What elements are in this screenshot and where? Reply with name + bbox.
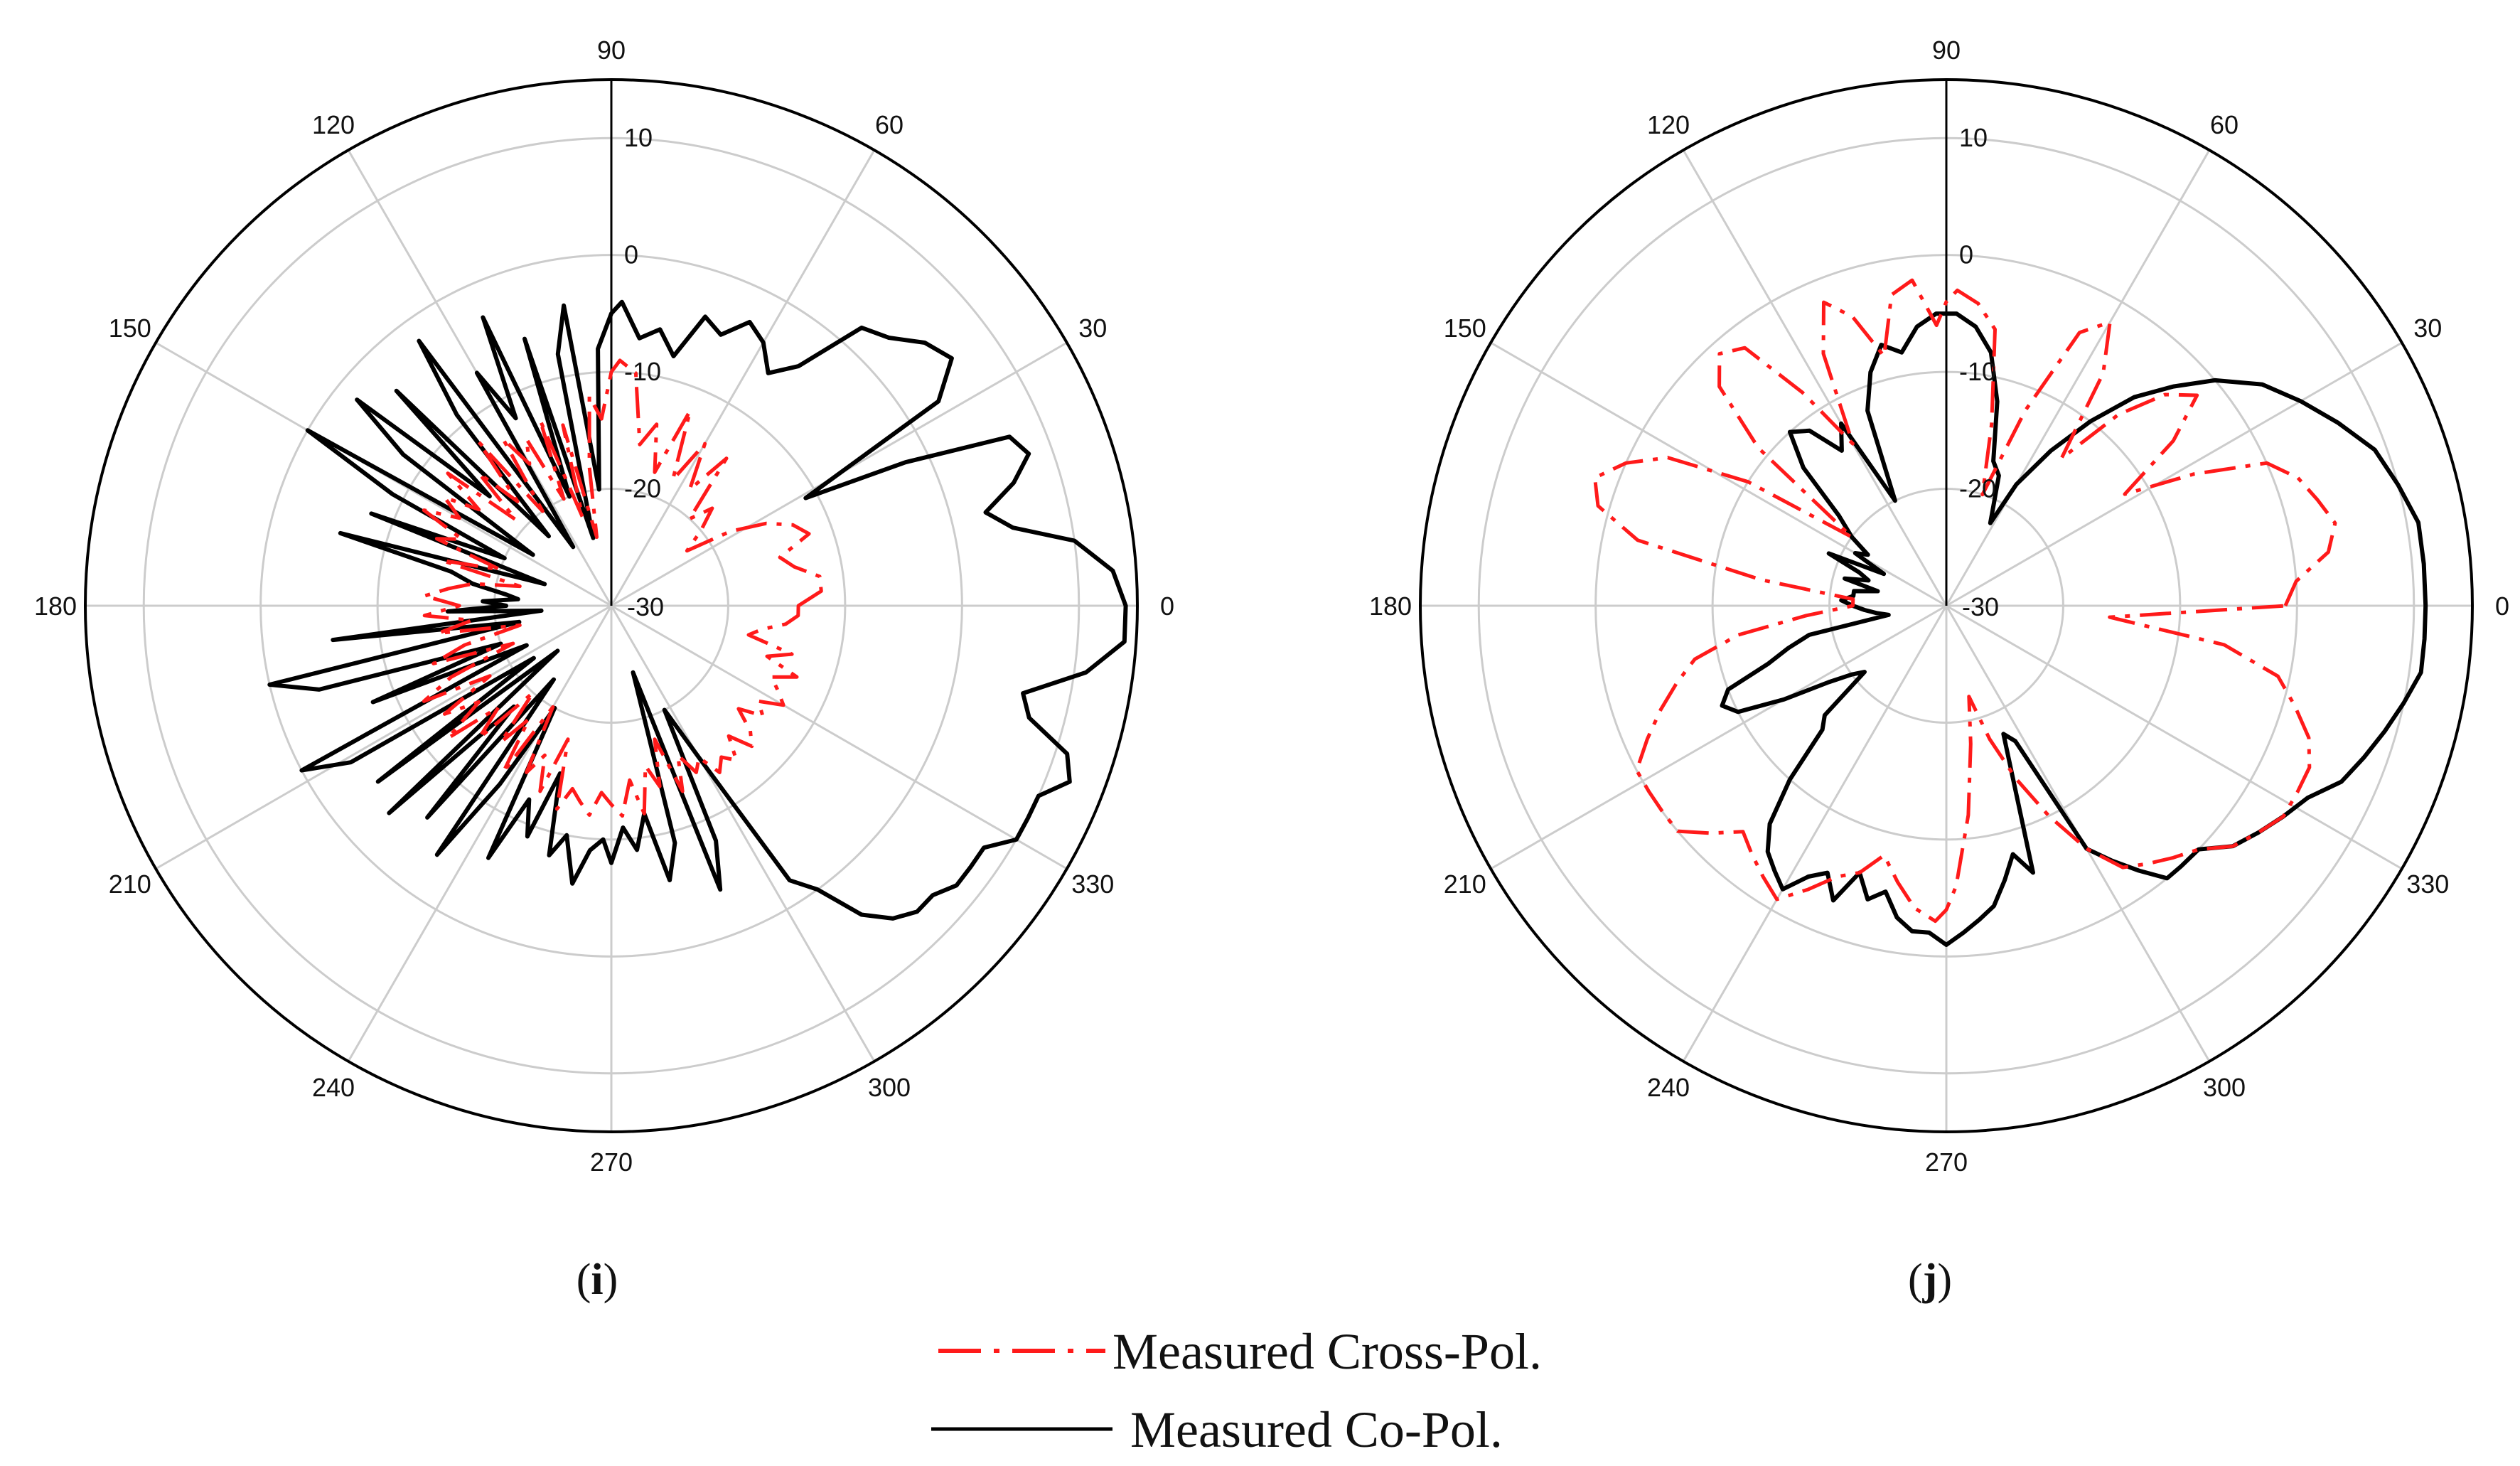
- angle-tick-label: 90: [597, 36, 626, 65]
- radial-tick-label: -20: [624, 474, 661, 503]
- radial-tick-label: 10: [1959, 123, 1988, 152]
- grid-spoke: [1946, 341, 2403, 607]
- angle-tick-label: 300: [2203, 1073, 2246, 1102]
- polar-chart-j: -30 -20 -10 0 10 0 30 60 90 120 150 180 210 240 270 300…: [1369, 36, 2509, 1177]
- series-cross-pol: [1593, 278, 2337, 924]
- grid-spoke: [611, 604, 1068, 870]
- grid-spoke: [347, 605, 613, 1062]
- grid-spoke: [610, 149, 876, 606]
- radial-tick-label: -30: [627, 592, 664, 621]
- radial-tick-label: -10: [624, 357, 661, 386]
- panel-label-i: (i): [577, 1256, 618, 1304]
- radial-tick-label: -10: [1959, 357, 1996, 386]
- angle-tick-label: 330: [1071, 870, 1114, 899]
- grid-spoke: [1682, 605, 1948, 1062]
- radial-tick-label: -20: [1959, 474, 1996, 503]
- angle-tick-label: 60: [2210, 110, 2238, 139]
- radial-tick-label: -30: [1962, 592, 1999, 621]
- angle-tick-label: 180: [1369, 592, 1412, 621]
- angle-tick-label: 60: [875, 110, 904, 139]
- angle-tick-label: 240: [312, 1073, 355, 1102]
- angle-tick-label: 270: [1925, 1147, 1968, 1177]
- angle-tick-label: 300: [868, 1073, 911, 1102]
- grid-spoke: [1945, 149, 2211, 606]
- grid-spoke: [610, 605, 876, 1062]
- angle-tick-label: 210: [1444, 870, 1486, 899]
- polar-chart-i: -30 -20 -10 0 10 0 30 60 90 120 150 180 210 240 270 300…: [34, 36, 1174, 1177]
- panel-label-i-letter: i: [591, 1256, 603, 1304]
- angle-tick-label: 30: [2413, 314, 2442, 343]
- radial-tick-label: 10: [624, 123, 653, 152]
- series-co-pol: [1720, 311, 2428, 947]
- angle-tick-label: 30: [1078, 314, 1107, 343]
- angle-tick-label: 0: [2495, 592, 2509, 621]
- angle-tick-label: 180: [34, 592, 77, 621]
- legend-co-label: Measured Co-Pol.: [1130, 1401, 1503, 1458]
- series-cross-pol: [422, 358, 823, 818]
- angle-tick-label: 210: [109, 870, 151, 899]
- angle-tick-label: 150: [1444, 314, 1486, 343]
- legend-cross-label: Measured Cross-Pol.: [1112, 1323, 1542, 1380]
- angle-tick-label: 270: [590, 1147, 633, 1177]
- angle-tick-label: 150: [109, 314, 151, 343]
- grid-spoke: [155, 604, 612, 870]
- radial-tick-label: 0: [624, 240, 638, 269]
- grid-spoke: [1490, 604, 1947, 870]
- angle-tick-label: 240: [1647, 1073, 1690, 1102]
- angle-tick-label: 120: [1647, 110, 1690, 139]
- panel-label-j: (j): [1908, 1256, 1952, 1304]
- grid-spoke: [1946, 604, 2403, 870]
- angle-tick-label: 0: [1160, 592, 1174, 621]
- angle-tick-label: 330: [2406, 870, 2449, 899]
- grid-spoke: [1682, 149, 1948, 606]
- angle-tick-label: 90: [1932, 36, 1961, 65]
- legend: Measured Cross-Pol. Measured Co-Pol.: [931, 1323, 1542, 1458]
- radial-tick-label: 0: [1959, 240, 1973, 269]
- panel-label-j-letter: j: [1922, 1256, 1938, 1304]
- angle-tick-label: 120: [312, 110, 355, 139]
- series-co-pol: [267, 299, 1128, 921]
